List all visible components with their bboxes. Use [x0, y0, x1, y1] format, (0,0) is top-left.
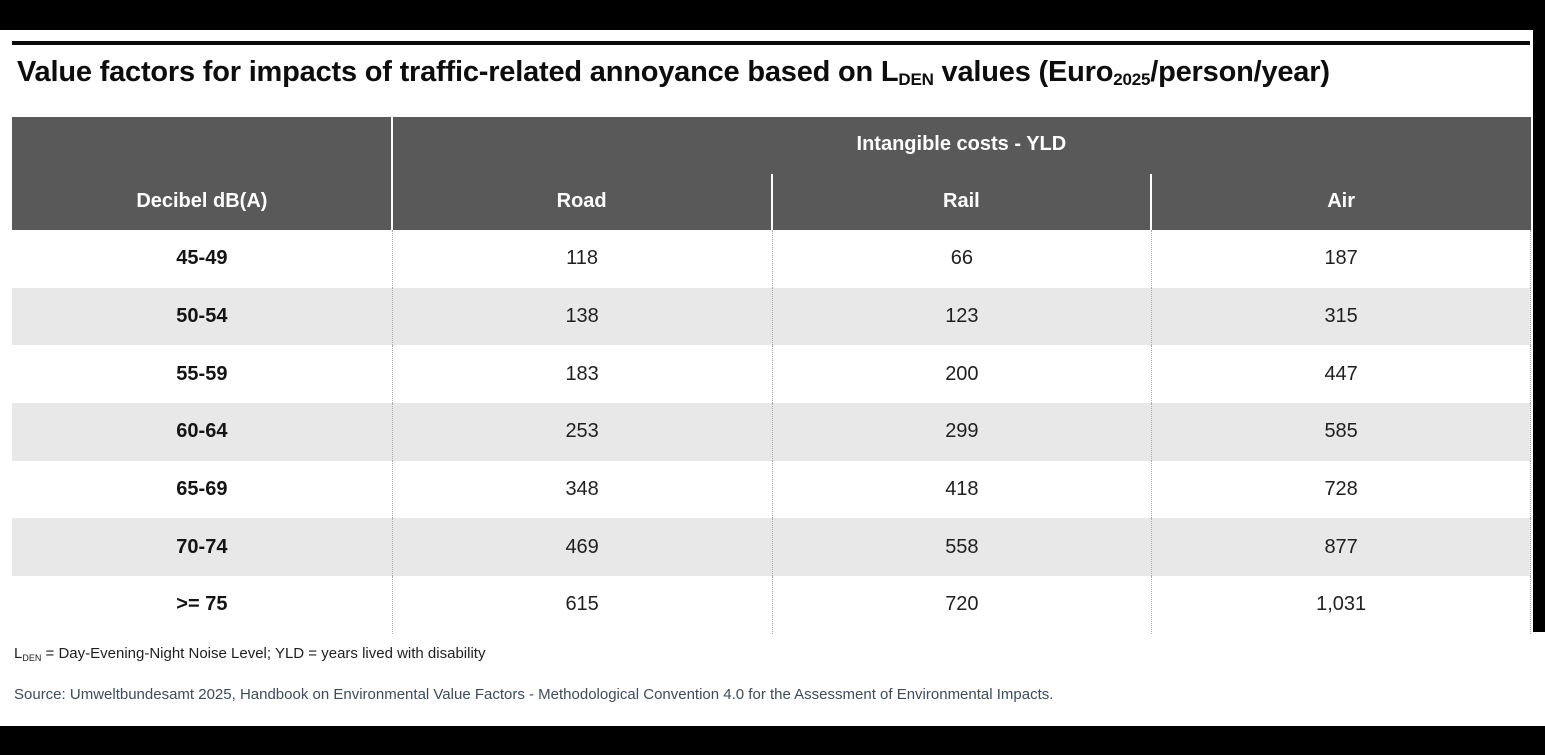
value-factors-table: Intangible costs - YLD Decibel dB(A) Roa…	[12, 117, 1531, 634]
header-separator	[770, 174, 773, 230]
cell-rail: 418	[771, 460, 1152, 519]
footnote-subscript-den: DEN	[22, 653, 42, 663]
table-row: 45-49 118 66 187	[12, 230, 1531, 288]
cell-road: 138	[391, 287, 772, 346]
table-header: Intangible costs - YLD Decibel dB(A) Roa…	[12, 117, 1531, 230]
table-row: 60-64 253 299 585	[12, 403, 1531, 461]
title-rule	[12, 41, 1530, 45]
header-intangible-costs: Intangible costs - YLD	[856, 133, 1067, 155]
row-label: 60-64	[176, 420, 228, 443]
table-row: 70-74 469 558 877	[12, 518, 1531, 577]
bottom-black-bar	[0, 726, 1545, 755]
title-subscript-lden: DEN	[898, 70, 934, 89]
table-row: 55-59 183 200 447	[12, 345, 1531, 404]
cell-air: 315	[1151, 287, 1531, 346]
header-rail: Rail	[943, 189, 980, 212]
cell-air: 1,031	[1151, 576, 1531, 634]
cell-road: 118	[391, 230, 772, 288]
title-text: values (Euro	[933, 56, 1114, 88]
table-row: >= 75 615 720 1,031	[12, 576, 1531, 634]
cell-road: 253	[391, 403, 772, 461]
cell-rail: 123	[771, 287, 1152, 346]
cell-rail: 299	[771, 403, 1152, 461]
cell-road: 348	[391, 460, 772, 519]
header-separator	[390, 117, 393, 230]
cell-air: 585	[1151, 403, 1531, 461]
cell-rail: 200	[771, 345, 1152, 404]
top-black-bar	[0, 0, 1545, 30]
cell-rail: 720	[771, 576, 1152, 634]
header-road: Road	[556, 189, 607, 212]
header-separator	[1150, 174, 1153, 230]
row-label: 55-59	[176, 362, 228, 385]
source-line: Source: Umweltbundesamt 2025, Handbook o…	[14, 686, 1054, 703]
right-black-bar	[1533, 0, 1545, 632]
table-body: 45-49 118 66 187 50-54 138 123 315 55-59…	[12, 230, 1531, 634]
header-decibel: Decibel dB(A)	[136, 189, 268, 212]
row-label: 50-54	[176, 305, 228, 328]
cell-air: 447	[1151, 345, 1531, 404]
footnote: LDEN = Day-Evening-Night Noise Level; YL…	[14, 645, 486, 663]
table-row: 65-69 348 418 728	[12, 460, 1531, 519]
title-text: Value factors for impacts of traffic-rel…	[17, 56, 899, 88]
footnote-text: = Day-Evening-Night Noise Level; YLD = y…	[41, 645, 486, 662]
row-label: >= 75	[176, 593, 228, 616]
cell-air: 728	[1151, 460, 1531, 519]
cell-road: 183	[391, 345, 772, 404]
table-row: 50-54 138 123 315	[12, 287, 1531, 346]
header-subrow: Decibel dB(A) Road Rail Air	[12, 172, 1531, 230]
cell-air: 877	[1151, 518, 1531, 577]
cell-road: 615	[391, 576, 772, 634]
cell-road: 469	[391, 518, 772, 577]
cell-rail: 66	[771, 230, 1152, 288]
title-text: /person/year)	[1150, 56, 1330, 88]
cell-air: 187	[1151, 230, 1531, 288]
footnote-text: L	[14, 645, 23, 662]
row-label: 70-74	[176, 535, 228, 558]
row-label: 45-49	[176, 247, 228, 270]
page-title: Value factors for impacts of traffic-rel…	[17, 56, 1517, 89]
row-label: 65-69	[176, 478, 228, 501]
cell-rail: 558	[771, 518, 1152, 577]
title-subscript-2025: 2025	[1113, 70, 1151, 89]
header-air: Air	[1327, 189, 1356, 212]
